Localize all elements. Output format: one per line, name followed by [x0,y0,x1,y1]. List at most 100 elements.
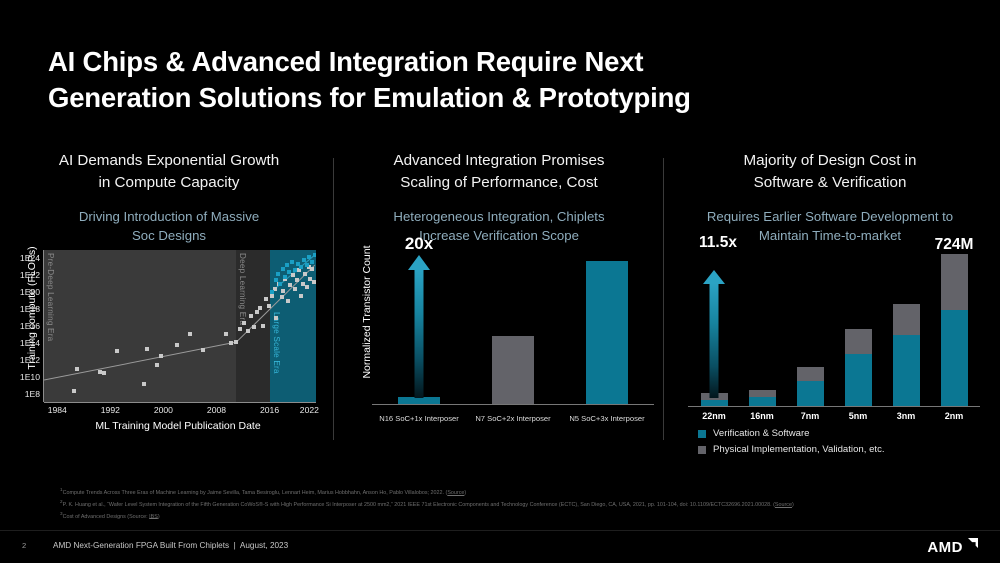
legend-swatch [698,445,706,454]
panel-1-heading-line-2: in Compute Capacity [98,173,240,191]
scatter-data-point [312,280,316,285]
scatter-data-point [234,340,239,345]
footer-separator: | [233,541,236,550]
design-cost-segment-verification [796,381,824,406]
growth-arrow-shaft [414,269,424,398]
scatter-data-point [290,273,295,278]
scatter-data-point [251,324,256,329]
panel-3-heading-line-2: Software & Verification [753,173,907,191]
panel-ai-demands: AI Demands Exponential Growth in Compute… [8,150,330,480]
scatter-data-point [75,367,80,372]
footnote-marker: 1 [60,487,63,492]
design-cost-segment-verification [892,334,920,406]
scatter-data-point [302,258,307,263]
scatter-data-point [114,349,119,354]
transistor-plot-area [372,254,654,404]
scatter-data-point [258,306,263,311]
scatter-data-point [238,327,243,332]
scatter-data-point [305,263,310,268]
scatter-y-tick-label: 1E12 [19,354,40,365]
cost-growth-arrow-head [703,270,725,284]
design-cost-bar [748,390,776,406]
panel-3-sub-line-2: Maintain Time-to-market [758,227,902,243]
scatter-y-axis-ticks: 1E8 1E10 1E12 1E14 1E16 1E18 1E20 1E22 1E24 [8,246,42,402]
scatter-data-point [242,320,247,325]
panel-design-cost: Majority of Design Cost in Software & Ve… [668,150,992,480]
design-cost-segment-physical [796,366,824,382]
page-title: AI Chips & Advanced Integration Require … [48,44,808,116]
scatter-data-point [263,296,268,301]
legend-label: Physical Implementation, Validation, etc… [713,444,885,455]
design-cost-bar [796,366,824,406]
panel-2-heading: Advanced Integration Promises Scaling of… [338,150,660,193]
scatter-data-point [296,261,301,266]
scatter-data-point [278,281,283,286]
scatter-data-point [286,298,291,303]
design-cost-segment-physical [748,390,776,398]
panel-3-heading: Majority of Design Cost in Software & Ve… [668,150,992,193]
transistor-category-label: N7 SoC+2x Interposer [475,414,551,423]
design-cost-segment-verification [844,353,872,406]
scatter-data-point [266,303,271,308]
scatter-x-axis-label: ML Training Model Publication Date [95,420,261,432]
scatter-data-point [285,263,290,268]
panel-1-sub-line-2: Soc Designs [131,227,207,243]
scatter-data-point [158,354,163,359]
footnote-source-link[interactable]: Source [447,489,465,496]
design-cost-segment-physical [844,329,872,354]
panel-2-heading-line-2: Scaling of Performance, Cost [400,173,598,191]
scatter-data-point [304,285,309,290]
cost-growth-arrow-shaft [709,283,719,398]
footer-page-number: 2 [22,541,27,550]
footnote-source-link[interactable]: Source [774,501,792,508]
panel-2-heading-line-1: Advanced Integration Promises [393,152,605,169]
scatter-data-point [275,271,280,276]
transistor-bar [492,336,534,404]
scatter-data-point [308,276,313,281]
legend-label: Verification & Software [713,428,810,439]
footnote-tail: ) [791,501,794,508]
transistor-baseline [372,404,654,405]
design-cost-category-labels: 22nm 16nm 7nm 5nm 3nm 2nm [690,411,978,425]
scatter-data-point [201,347,206,352]
scatter-data-point [287,269,292,274]
footnote-text: P. K. Huang et al., “Wafer Level System … [62,501,775,508]
transistor-bar [398,396,440,404]
panel-2-sub-line-2: Increase Verification Scope [419,227,579,243]
scatter-data-point [254,310,259,315]
scatter-data-point [269,293,274,298]
legend-swatch [698,429,706,438]
scatter-data-point [101,371,106,376]
panel-advanced-integration: Advanced Integration Promises Scaling of… [338,150,660,480]
design-cost-legend: Verification & Software Physical Implemen… [698,428,988,460]
design-cost-category-label: 22nm [702,411,726,421]
scatter-y-tick-label: 1E8 [24,388,40,399]
scatter-x-tick-label: 1984 [47,405,67,415]
scatter-data-point [98,369,103,374]
scatter-data-point [302,271,307,276]
footnote-source-link[interactable]: IBS [149,513,158,520]
scatter-x-tick-label: 2008 [206,405,227,415]
footnote: 3Cost of Advanced Designs (Source: IBS) [60,510,800,522]
scatter-data-point [246,329,251,334]
scatter-y-tick-label: 1E22 [19,270,40,281]
design-cost-bar [940,254,968,406]
scatter-data-point [272,286,277,291]
scatter-data-point [141,382,146,387]
cost-growth-annotation: 11.5x [699,234,737,251]
amd-logo-text: AMD [927,538,963,556]
scatter-era-band [44,250,237,402]
scatter-data-point [229,340,234,345]
cost-total-value-label: 724M [934,236,974,253]
scatter-x-tick-label: 2022 [299,405,319,415]
scatter-data-point [279,295,284,300]
scatter-x-axis-ticks: 1984 1992 2000 2008 2016 2022 [44,405,319,419]
footer-deck-info: AMD Next-Generation FPGA Built From Chip… [53,541,288,550]
footnotes: 1Compute Trends Across Three Eras of Mac… [60,486,800,521]
scatter-data-point [288,283,293,288]
footnote-marker: 3 [60,510,63,516]
scatter-data-point [292,286,297,291]
scatter-y-tick-label: 1E14 [19,337,40,348]
scatter-data-point [296,268,301,273]
scatter-data-point [310,259,315,264]
